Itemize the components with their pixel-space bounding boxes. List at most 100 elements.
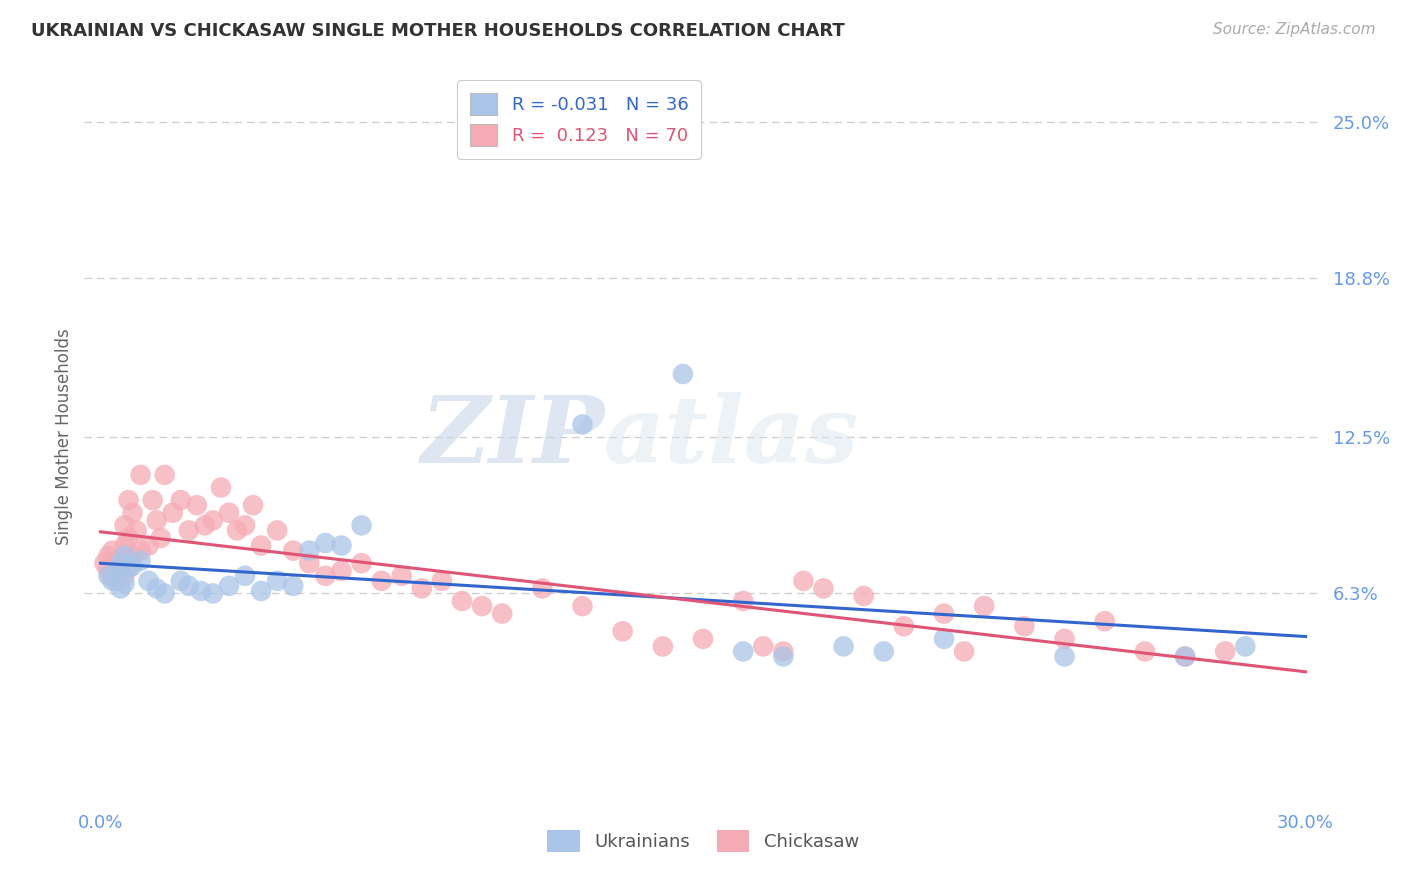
Point: [1234, 640, 1257, 654]
Point: [110, 556, 132, 570]
Point: [491, 607, 513, 621]
Point: [177, 524, 200, 538]
Point: [266, 524, 288, 538]
Point: [733, 644, 755, 658]
Point: [451, 594, 474, 608]
Point: [218, 579, 240, 593]
Point: [571, 599, 593, 613]
Text: ZIP: ZIP: [420, 392, 605, 482]
Point: [752, 640, 775, 654]
Point: [145, 582, 167, 596]
Point: [105, 554, 128, 568]
Point: [612, 624, 634, 639]
Point: [153, 467, 176, 482]
Point: [953, 644, 976, 658]
Point: [430, 574, 453, 588]
Point: [1053, 649, 1076, 664]
Point: [330, 564, 353, 578]
Point: [298, 556, 321, 570]
Point: [250, 539, 273, 553]
Point: [298, 543, 321, 558]
Point: [121, 549, 143, 563]
Point: [170, 493, 193, 508]
Point: [110, 561, 132, 575]
Point: [233, 569, 256, 583]
Point: [114, 539, 136, 553]
Point: [114, 549, 136, 563]
Point: [531, 582, 554, 596]
Point: [350, 518, 373, 533]
Point: [170, 574, 193, 588]
Point: [832, 640, 855, 654]
Point: [250, 583, 273, 598]
Point: [142, 493, 165, 508]
Point: [114, 569, 136, 583]
Point: [733, 594, 755, 608]
Text: Source: ZipAtlas.com: Source: ZipAtlas.com: [1212, 22, 1375, 37]
Point: [692, 632, 714, 646]
Point: [101, 569, 124, 583]
Y-axis label: Single Mother Households: Single Mother Households: [55, 329, 73, 545]
Point: [97, 549, 120, 563]
Point: [125, 524, 148, 538]
Point: [370, 574, 392, 588]
Point: [93, 556, 115, 570]
Point: [190, 583, 212, 598]
Point: [1213, 644, 1236, 658]
Point: [813, 582, 835, 596]
Point: [772, 644, 794, 658]
Point: [1053, 632, 1076, 646]
Point: [391, 569, 413, 583]
Point: [110, 556, 132, 570]
Point: [283, 543, 305, 558]
Point: [162, 506, 184, 520]
Point: [873, 644, 896, 658]
Point: [242, 498, 264, 512]
Point: [138, 539, 160, 553]
Point: [471, 599, 494, 613]
Point: [201, 513, 224, 527]
Point: [105, 564, 128, 578]
Point: [145, 513, 167, 527]
Point: [97, 569, 120, 583]
Point: [651, 640, 673, 654]
Point: [194, 518, 217, 533]
Point: [117, 531, 139, 545]
Point: [121, 558, 143, 573]
Point: [121, 506, 143, 520]
Point: [283, 579, 305, 593]
Point: [973, 599, 995, 613]
Point: [1174, 649, 1197, 664]
Point: [114, 518, 136, 533]
Point: [153, 586, 176, 600]
Point: [1014, 619, 1036, 633]
Point: [792, 574, 814, 588]
Point: [314, 536, 336, 550]
Point: [138, 574, 160, 588]
Point: [218, 506, 240, 520]
Point: [97, 564, 120, 578]
Point: [114, 576, 136, 591]
Point: [226, 524, 249, 538]
Point: [893, 619, 915, 633]
Point: [129, 543, 152, 558]
Point: [411, 582, 433, 596]
Point: [350, 556, 373, 570]
Text: atlas: atlas: [605, 392, 859, 482]
Text: UKRAINIAN VS CHICKASAW SINGLE MOTHER HOUSEHOLDS CORRELATION CHART: UKRAINIAN VS CHICKASAW SINGLE MOTHER HOU…: [31, 22, 845, 40]
Point: [266, 574, 288, 588]
Point: [233, 518, 256, 533]
Point: [209, 481, 232, 495]
Point: [852, 589, 875, 603]
Point: [314, 569, 336, 583]
Legend: Ukrainians, Chickasaw: Ukrainians, Chickasaw: [540, 823, 866, 860]
Point: [117, 561, 139, 575]
Point: [110, 582, 132, 596]
Point: [1094, 614, 1116, 628]
Point: [571, 417, 593, 432]
Point: [1133, 644, 1156, 658]
Point: [117, 493, 139, 508]
Point: [1174, 649, 1197, 664]
Point: [105, 574, 128, 588]
Point: [186, 498, 208, 512]
